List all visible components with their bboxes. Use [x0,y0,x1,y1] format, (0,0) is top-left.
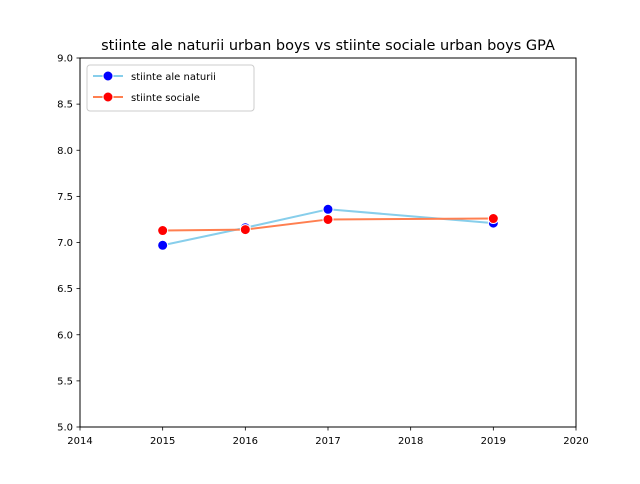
legend-items: stiinte ale naturii stiinte sociale [93,70,216,104]
y-tick-label: 7.0 [57,238,73,249]
y-tick-label: 7.5 [57,192,73,203]
data-point [322,213,334,225]
legend-marker-1 [102,70,114,82]
x-tick-label: 2016 [233,436,258,447]
axis-ticks: 2014 2015 2016 2017 2018 2019 2020 5.0 5.5 6.0 6.5… [57,54,589,448]
y-tick-label: 5.0 [57,423,73,434]
x-tick-label: 2020 [563,436,588,447]
x-tick-label: 2017 [315,436,340,447]
legend-marker-2 [102,91,114,103]
legend-label-2: stiinte sociale [131,93,200,104]
data-point [157,225,169,237]
series-layer [157,203,499,251]
series-line-2 [161,217,495,232]
legend-box [86,64,255,112]
y-tick-label: 5.5 [57,376,73,387]
x-tick-label: 2014 [67,436,92,447]
series-line-1 [161,208,495,247]
data-point [239,224,251,236]
y-tick-label: 9.0 [57,54,73,65]
legend-label-1: stiinte ale naturii [131,72,216,83]
data-point [487,213,499,225]
legend: stiinte ale naturii stiinte sociale [86,64,255,112]
y-tick-label: 8.5 [57,100,73,111]
plot-frame [79,57,577,428]
y-tick-label: 6.5 [57,284,73,295]
y-tick-label: 6.0 [57,330,73,341]
data-point [157,239,169,251]
data-point [322,203,334,215]
x-tick-label: 2019 [481,436,506,447]
x-tick-label: 2015 [150,436,175,447]
chart-title: stiinte ale naturii urban boys vs stiint… [101,38,555,54]
x-tick-label: 2018 [398,436,423,447]
y-tick-label: 8.0 [57,146,73,157]
